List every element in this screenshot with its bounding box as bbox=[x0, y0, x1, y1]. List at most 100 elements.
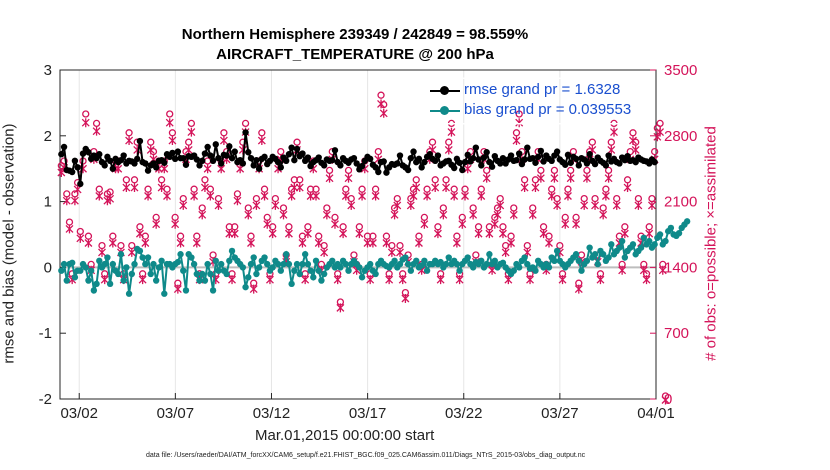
obs-assimilated-point bbox=[477, 191, 486, 201]
rmse-point bbox=[461, 158, 469, 166]
obs-possible-point bbox=[591, 194, 599, 203]
obs-possible-point bbox=[621, 223, 629, 231]
obs-possible-point bbox=[496, 194, 504, 203]
obs-assimilated-point bbox=[382, 238, 391, 248]
rmse-point bbox=[239, 160, 247, 167]
obs-possible-point bbox=[355, 223, 364, 231]
obs-assimilated-point bbox=[98, 247, 106, 257]
bias-point bbox=[402, 254, 409, 261]
obs-assimilated-point bbox=[393, 200, 402, 210]
rmse-point bbox=[120, 152, 127, 159]
rmse-point bbox=[394, 160, 401, 167]
obs-assimilated-point bbox=[138, 275, 147, 285]
obs-possible-point bbox=[163, 185, 171, 193]
rmse-point bbox=[71, 157, 79, 165]
bias-point bbox=[646, 237, 653, 245]
bias-point bbox=[396, 260, 404, 268]
obs-possible-point bbox=[98, 241, 106, 250]
obs-possible-point bbox=[277, 147, 285, 156]
obs-assimilated-point bbox=[179, 200, 188, 210]
obs-assimilated-point bbox=[574, 284, 583, 294]
obs-possible-point bbox=[445, 138, 453, 146]
obs-assimilated-point bbox=[439, 210, 448, 220]
bias-point bbox=[586, 244, 593, 251]
rmse-point bbox=[74, 164, 81, 171]
rmse-point bbox=[226, 143, 233, 150]
obs-assimilated-point bbox=[84, 238, 93, 248]
bias-point bbox=[293, 260, 301, 268]
obs-assimilated-point bbox=[187, 127, 196, 137]
obs-possible-point bbox=[263, 213, 271, 222]
rmse-point bbox=[421, 158, 428, 166]
obs-assimilated-point bbox=[442, 183, 451, 193]
chart-subtitle: AIRCRAFT_TEMPERATURE @ 200 hPa bbox=[216, 46, 494, 63]
rmse-series-line bbox=[60, 132, 656, 184]
bias-point bbox=[301, 251, 309, 258]
rmse-point bbox=[193, 156, 201, 163]
obs-assimilated-point bbox=[656, 127, 665, 137]
rmse-point bbox=[507, 152, 515, 159]
bias-point bbox=[629, 241, 637, 248]
obs-possible-point bbox=[512, 129, 521, 137]
obs-possible-point bbox=[561, 213, 569, 222]
obs-assimilated-point bbox=[176, 238, 185, 248]
obs-possible-point bbox=[157, 176, 166, 184]
obs-possible-point bbox=[344, 166, 353, 175]
obs-possible-point bbox=[176, 232, 185, 240]
bias-point bbox=[605, 254, 612, 261]
obs-assimilated-point bbox=[420, 219, 429, 229]
obs-possible-point bbox=[168, 129, 177, 137]
obs-possible-point bbox=[434, 223, 442, 231]
bias-point bbox=[223, 270, 230, 278]
bias-point bbox=[155, 264, 163, 271]
obs-possible-point bbox=[244, 204, 252, 212]
bias-point bbox=[77, 267, 84, 274]
obs-assimilated-point bbox=[95, 191, 104, 201]
obs-possible-point bbox=[239, 138, 247, 146]
legend-label-bias: bias grand pr = 0.039553 bbox=[464, 101, 632, 118]
bias-point bbox=[651, 241, 658, 248]
obs-assimilated-point bbox=[73, 184, 82, 194]
obs-possible-point bbox=[537, 166, 545, 175]
y-left-tick-label: 1 bbox=[44, 194, 52, 211]
bias-point bbox=[193, 270, 201, 278]
obs-assimilated-point bbox=[203, 164, 212, 174]
rmse-point bbox=[591, 160, 599, 168]
bias-point bbox=[199, 270, 206, 278]
obs-possible-point bbox=[214, 194, 223, 203]
rmse-point bbox=[472, 144, 480, 151]
obs-assimilated-point bbox=[398, 275, 407, 285]
bias-point bbox=[123, 264, 130, 271]
obs-possible-point bbox=[453, 232, 461, 240]
bias-point bbox=[453, 260, 461, 268]
rmse-point bbox=[459, 166, 466, 174]
obs-assimilated-point bbox=[233, 196, 242, 206]
obs-assimilated-point bbox=[512, 136, 521, 146]
obs-assimilated-point bbox=[444, 145, 453, 155]
obs-assimilated-point bbox=[623, 183, 632, 193]
bias-point bbox=[532, 267, 539, 274]
rmse-point bbox=[486, 158, 493, 166]
axes-box bbox=[59, 69, 657, 400]
obs-possible-point bbox=[63, 190, 71, 198]
obs-possible-point bbox=[510, 204, 518, 212]
bias-point bbox=[337, 264, 344, 271]
bias-point bbox=[418, 262, 425, 269]
y-right-tick-label: 700 bbox=[664, 325, 689, 342]
obs-possible-point bbox=[439, 204, 447, 212]
obs-assimilated-point bbox=[536, 173, 545, 183]
rmse-point bbox=[60, 143, 68, 151]
obs-possible-point bbox=[84, 232, 93, 240]
obs-assimilated-point bbox=[100, 275, 109, 285]
rmse-point bbox=[497, 160, 504, 167]
obs-possible-point bbox=[420, 213, 429, 222]
obs-assimilated-point bbox=[455, 275, 464, 285]
bias-point bbox=[188, 254, 195, 261]
obs-assimilated-point bbox=[591, 200, 600, 210]
obs-assimilated-point bbox=[263, 219, 272, 229]
legend-marker-rmse bbox=[440, 86, 449, 95]
bias-point bbox=[201, 277, 209, 284]
obs-assimilated-point bbox=[108, 238, 117, 248]
obs-possible-point bbox=[648, 194, 656, 203]
rmse-point bbox=[329, 156, 336, 164]
